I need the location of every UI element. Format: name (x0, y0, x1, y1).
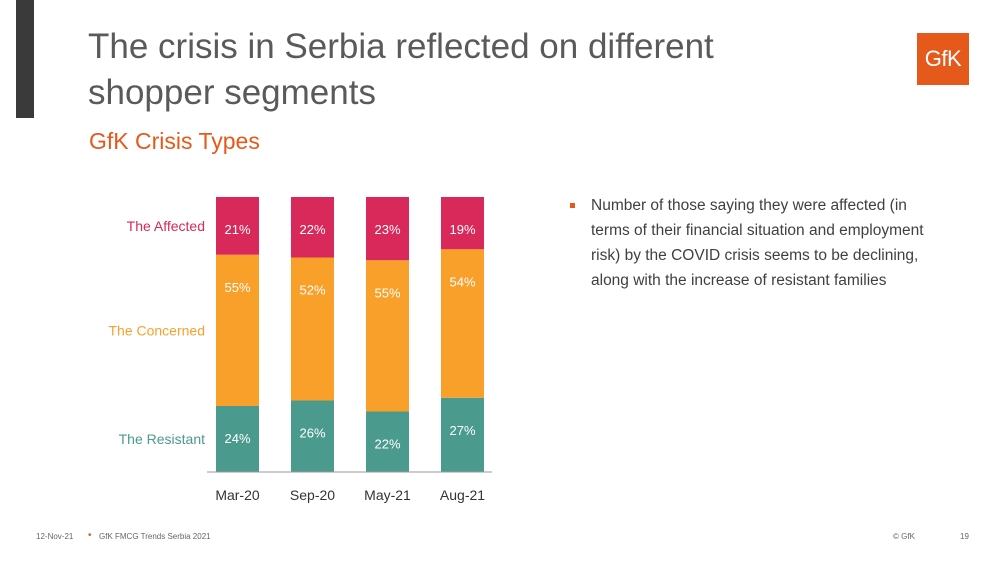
bar-the-concerned-may-21 (366, 260, 409, 412)
data-label: 23% (374, 222, 400, 237)
data-label: 55% (374, 285, 400, 300)
footer-date: 12-Nov-21 (36, 532, 74, 541)
data-label: 26% (299, 426, 325, 441)
accent-side-bar (16, 0, 34, 118)
bar-the-resistant-sep-20 (291, 400, 334, 472)
x-tick-label: Aug-21 (440, 487, 485, 503)
gfk-logo: GfK (917, 33, 969, 85)
bar-the-concerned-mar-20 (216, 254, 259, 406)
bullet-point: Number of those saying they were affecte… (570, 193, 930, 293)
data-label: 22% (374, 437, 400, 452)
data-label: 27% (449, 423, 475, 438)
data-label: 52% (299, 283, 325, 298)
footer-source: GfK FMCG Trends Serbia 2021 (99, 532, 211, 541)
legend-label: The Resistant (119, 431, 205, 447)
bar-the-concerned-sep-20 (291, 257, 334, 401)
footer-page-number: 19 (960, 532, 969, 541)
slide-subtitle: GfK Crisis Types (89, 128, 260, 154)
slide-title: The crisis in Serbia reflected on differ… (88, 24, 888, 116)
legend-label: The Affected (127, 218, 205, 234)
bar-the-affected-aug-21 (441, 197, 484, 250)
data-label: 54% (449, 274, 475, 289)
slide-title-line2: shopper segments (88, 73, 376, 112)
legend-label: The Concerned (108, 322, 205, 338)
footer-copyright: © GfK (893, 532, 915, 541)
data-label: 21% (224, 222, 250, 237)
bar-the-resistant-may-21 (366, 411, 409, 472)
bar-the-affected-may-21 (366, 197, 409, 261)
x-tick-label: Mar-20 (215, 487, 260, 503)
footer-separator: • (88, 530, 92, 541)
bar-the-resistant-aug-21 (441, 397, 484, 472)
bar-the-affected-sep-20 (291, 197, 334, 258)
bar-the-resistant-mar-20 (216, 406, 259, 472)
gfk-logo-text: GfK (924, 46, 962, 71)
bar-the-concerned-aug-21 (441, 249, 484, 398)
data-label: 22% (299, 222, 325, 237)
data-label: 24% (224, 431, 250, 446)
bullet-marker (570, 203, 575, 208)
x-tick-label: May-21 (364, 487, 411, 503)
x-tick-label: Sep-20 (290, 487, 335, 503)
data-label: 55% (224, 280, 250, 295)
data-label: 19% (449, 222, 475, 237)
bullet-text: Number of those saying they were affecte… (591, 197, 924, 289)
slide-title-line1: The crisis in Serbia reflected on differ… (88, 27, 714, 66)
bar-the-affected-mar-20 (216, 197, 259, 255)
